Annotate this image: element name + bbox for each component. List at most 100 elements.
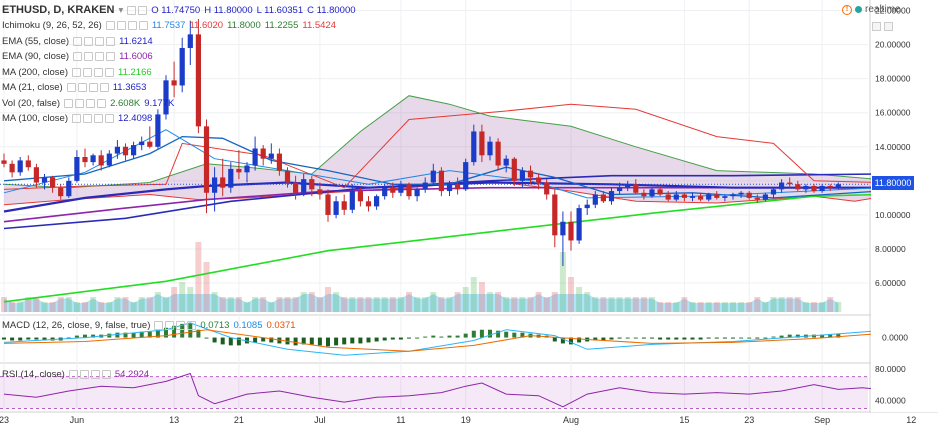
volume-bar xyxy=(244,302,250,312)
indicator-value: 12.4098 xyxy=(118,113,153,124)
more-icon[interactable] xyxy=(127,21,137,30)
settings-icon[interactable] xyxy=(77,83,87,92)
alert-icon[interactable]: ! xyxy=(842,4,852,15)
settings-icon[interactable] xyxy=(75,98,85,108)
macd-histogram-bar xyxy=(261,337,266,342)
pane-down-icon[interactable] xyxy=(884,22,893,31)
close-icon[interactable] xyxy=(105,114,114,123)
eye-icon[interactable] xyxy=(154,321,164,330)
indicator-value: 0.1085 xyxy=(233,320,263,331)
macd-histogram-bar xyxy=(755,337,760,339)
more-icon[interactable] xyxy=(176,321,186,330)
volume-bar xyxy=(57,297,64,312)
volume-bar xyxy=(65,297,72,312)
ohlc-low: L 11.60351 xyxy=(256,4,304,16)
candle-body xyxy=(560,221,566,236)
close-icon[interactable] xyxy=(101,370,111,379)
candle-body xyxy=(155,114,161,147)
macd-histogram-bar xyxy=(382,337,387,341)
time-tick-label: Jul xyxy=(314,415,326,425)
candle-body xyxy=(714,194,720,198)
candle-body xyxy=(106,153,112,166)
macd-signal-line xyxy=(3,329,879,352)
volume-bar xyxy=(649,297,655,312)
candle-body xyxy=(706,194,712,200)
time-tick-label: 21 xyxy=(234,415,244,425)
settings-icon[interactable] xyxy=(83,67,92,77)
close-icon[interactable] xyxy=(187,321,197,330)
candle-body xyxy=(811,185,817,192)
volume-bar xyxy=(478,282,485,312)
more-icon[interactable] xyxy=(95,52,105,61)
eye-icon[interactable] xyxy=(66,83,76,92)
eye-icon[interactable] xyxy=(64,98,74,108)
close-icon[interactable] xyxy=(106,52,116,61)
settings-icon[interactable] xyxy=(83,114,92,123)
close-icon[interactable] xyxy=(97,98,107,108)
realtime-status[interactable]: ! realtime xyxy=(842,4,901,15)
price-tick-label: 18.00000 xyxy=(875,74,911,84)
volume-bar xyxy=(487,292,493,312)
more-icon[interactable] xyxy=(94,67,103,77)
close-icon[interactable] xyxy=(99,83,109,92)
macd-histogram-bar xyxy=(771,336,776,338)
settings-icon[interactable] xyxy=(84,52,94,61)
ichimoku_blue-line xyxy=(3,129,879,199)
volume-bar xyxy=(203,262,210,312)
volume-bar xyxy=(584,292,591,312)
more-icon[interactable] xyxy=(94,114,103,123)
eye-icon[interactable] xyxy=(127,5,137,15)
volume-bar xyxy=(163,297,169,312)
candle-body xyxy=(139,141,145,146)
macd-histogram-bar xyxy=(74,335,79,338)
volume-bar xyxy=(624,297,631,312)
candle-body xyxy=(584,204,590,209)
candle-body xyxy=(171,80,177,86)
volume-bar xyxy=(495,292,502,312)
close-icon[interactable] xyxy=(138,21,148,30)
close-icon[interactable] xyxy=(106,36,116,46)
eye-icon[interactable] xyxy=(72,114,81,123)
price-tick-label: 10.00000 xyxy=(875,210,911,220)
volume-bar xyxy=(90,297,97,312)
symbol-dropdown-icon[interactable]: ▾ xyxy=(118,4,124,16)
macd-histogram-bar xyxy=(496,330,501,338)
settings-icon[interactable] xyxy=(79,370,89,379)
settings-icon[interactable] xyxy=(138,5,148,15)
close-icon[interactable] xyxy=(105,67,114,77)
settings-icon[interactable] xyxy=(84,36,94,46)
eye-icon[interactable] xyxy=(73,36,83,46)
eye-icon[interactable] xyxy=(68,370,78,379)
candle-body xyxy=(495,141,501,166)
macd-histogram-bar xyxy=(650,337,654,339)
indicator-label: Vol (20, false) xyxy=(2,97,61,109)
eye-icon[interactable] xyxy=(105,21,115,30)
macd-histogram-bar xyxy=(690,337,695,340)
more-icon[interactable] xyxy=(95,36,105,46)
candle-body xyxy=(698,196,704,200)
more-icon[interactable] xyxy=(88,83,98,92)
volume-bar xyxy=(713,302,720,312)
indicator-buttons xyxy=(154,321,197,330)
eye-icon[interactable] xyxy=(73,52,83,61)
more-icon[interactable] xyxy=(90,370,100,379)
eye-icon[interactable] xyxy=(72,67,81,77)
macd-histogram-bar xyxy=(390,337,395,340)
macd-histogram-bar xyxy=(293,337,298,346)
ohlc-high: H 11.80000 xyxy=(204,4,253,16)
pane-up-icon[interactable] xyxy=(872,22,881,31)
indicator-label: Ichimoku (9, 26, 52, 26) xyxy=(2,20,102,31)
volume-bar xyxy=(730,302,736,312)
macd-histogram-bar xyxy=(504,331,509,338)
more-icon[interactable] xyxy=(86,98,96,108)
macd-histogram-bar xyxy=(722,337,727,339)
candle-body xyxy=(754,197,760,200)
volume-bar xyxy=(754,297,761,312)
settings-icon[interactable] xyxy=(165,321,175,330)
candle-body xyxy=(438,170,444,192)
indicator-value: 11.2166 xyxy=(118,66,152,78)
settings-icon[interactable] xyxy=(116,21,126,30)
volume-bar xyxy=(600,297,607,312)
